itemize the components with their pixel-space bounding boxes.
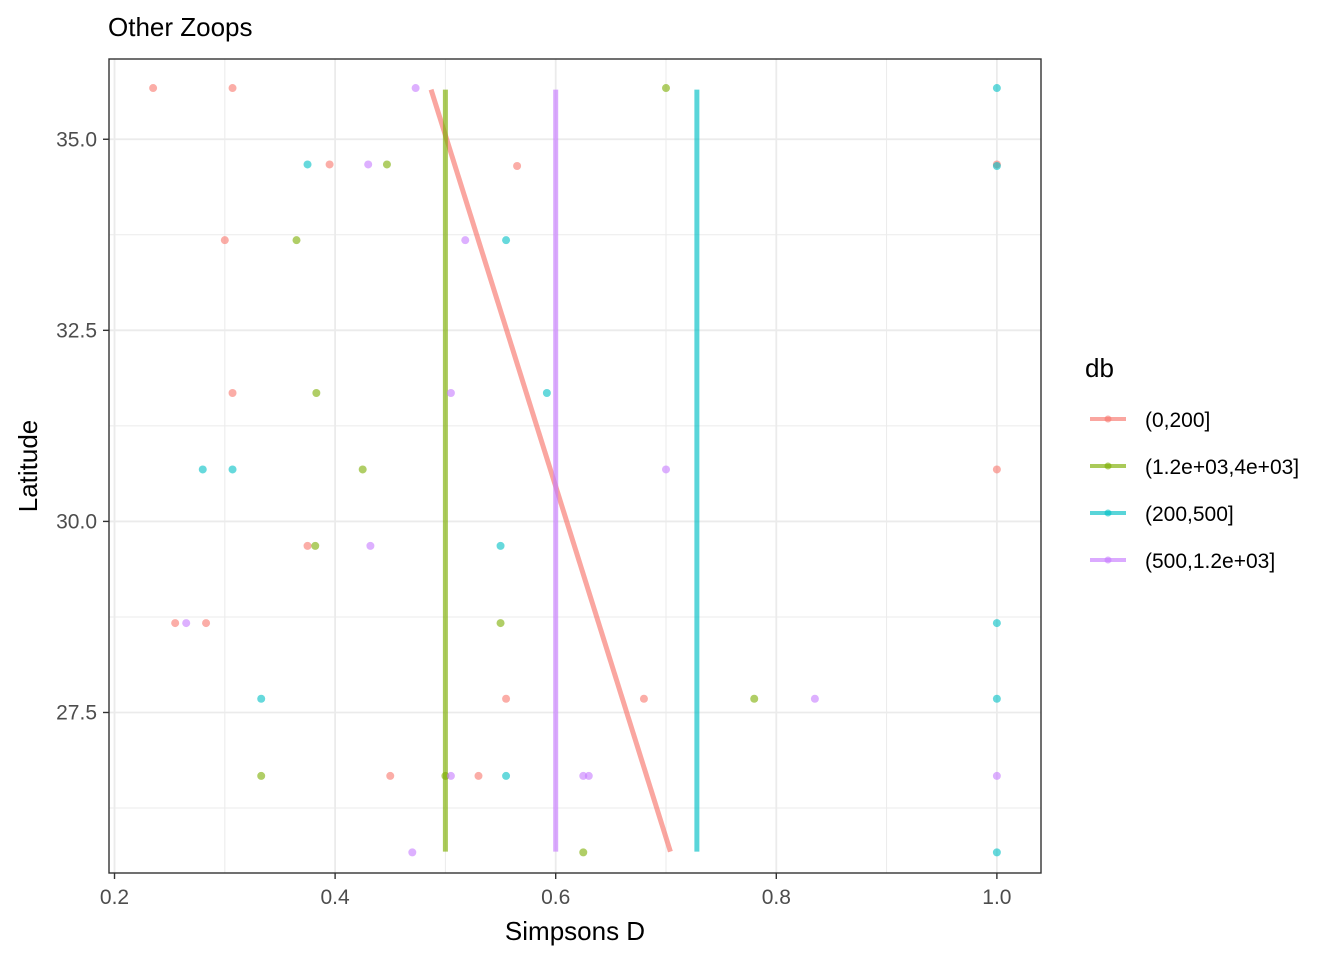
data-point: [992, 162, 1001, 171]
data-point: [441, 771, 450, 780]
data-point: [992, 619, 1001, 628]
data-point: [364, 160, 373, 169]
legend-label: (1.2e+03,4e+03]: [1145, 456, 1299, 479]
y-tick-label: 30.0: [56, 510, 97, 533]
data-point: [992, 848, 1001, 857]
data-point: [408, 848, 417, 857]
data-point: [220, 236, 229, 245]
data-point: [502, 694, 511, 703]
legend-item: (500,1.2e+03]: [1090, 550, 1275, 573]
data-point: [542, 389, 551, 398]
x-tick-label: 0.8: [762, 886, 791, 909]
legend-title: db: [1085, 353, 1114, 383]
data-point: [325, 160, 334, 169]
data-point: [182, 619, 191, 628]
x-tick-label: 0.6: [541, 886, 570, 909]
data-point: [496, 619, 505, 628]
data-point: [366, 541, 375, 550]
data-point: [513, 162, 522, 171]
data-point: [257, 771, 266, 780]
data-point: [228, 389, 237, 398]
y-axis-label: Latitude: [13, 420, 43, 513]
data-point: [992, 84, 1001, 93]
data-point: [579, 848, 588, 857]
chart-title: Other Zoops: [108, 12, 253, 42]
data-point: [446, 389, 455, 398]
legend-key-point: [1104, 509, 1112, 517]
data-point: [750, 694, 759, 703]
data-point: [171, 619, 180, 628]
legend-key-point: [1104, 415, 1112, 423]
legend-label: (200,500]: [1145, 503, 1234, 526]
legend-item: (1.2e+03,4e+03]: [1090, 456, 1299, 479]
data-point: [992, 771, 1001, 780]
data-point: [661, 465, 670, 474]
y-tick-label: 32.5: [56, 319, 97, 342]
legend-label: (0,200]: [1145, 409, 1210, 432]
data-point: [446, 771, 455, 780]
data-point: [461, 236, 470, 245]
data-point: [584, 771, 593, 780]
data-point: [411, 84, 420, 93]
plot-panel: [109, 59, 1041, 873]
data-point: [303, 160, 312, 169]
data-point: [312, 389, 321, 398]
data-point: [386, 771, 395, 780]
data-point: [496, 541, 505, 550]
data-point: [382, 160, 391, 169]
data-point: [502, 236, 511, 245]
legend-item: (0,200]: [1090, 409, 1210, 432]
y-axis: 27.5 30.0 32.5 35.0: [56, 128, 109, 724]
data-point: [992, 465, 1001, 474]
data-point: [502, 771, 511, 780]
data-point: [228, 84, 237, 93]
data-point: [198, 465, 207, 474]
data-point: [228, 465, 237, 474]
legend-key-point: [1104, 462, 1112, 470]
data-point: [639, 694, 648, 703]
x-axis-label: Simpsons D: [505, 916, 645, 946]
data-point: [292, 236, 301, 245]
y-tick-label: 35.0: [56, 128, 97, 151]
data-point: [311, 541, 320, 550]
data-point: [303, 541, 312, 550]
data-point: [992, 694, 1001, 703]
y-tick-label: 27.5: [56, 701, 97, 724]
data-points: [149, 84, 1001, 857]
data-point: [810, 694, 819, 703]
data-point: [579, 771, 588, 780]
x-tick-label: 1.0: [982, 886, 1011, 909]
fit-lines: [428, 88, 700, 853]
data-point: [474, 771, 483, 780]
data-point: [661, 84, 670, 93]
plot-border: [108, 58, 1042, 874]
data-point: [149, 84, 158, 93]
legend-label: (500,1.2e+03]: [1145, 550, 1275, 573]
data-point: [257, 694, 266, 703]
data-point: [358, 465, 367, 474]
legend: db (0,200] (1.2e+03,4e+03] (200,500] (500,1…: [1085, 353, 1299, 573]
legend-item: (200,500]: [1090, 503, 1234, 526]
legend-key-point: [1104, 556, 1112, 564]
fit-line: [428, 88, 673, 853]
x-tick-label: 0.4: [321, 886, 351, 909]
x-tick-label: 0.2: [100, 886, 129, 909]
data-point: [202, 619, 211, 628]
x-axis: 0.2 0.4 0.6 0.8 1.0: [100, 873, 1011, 909]
